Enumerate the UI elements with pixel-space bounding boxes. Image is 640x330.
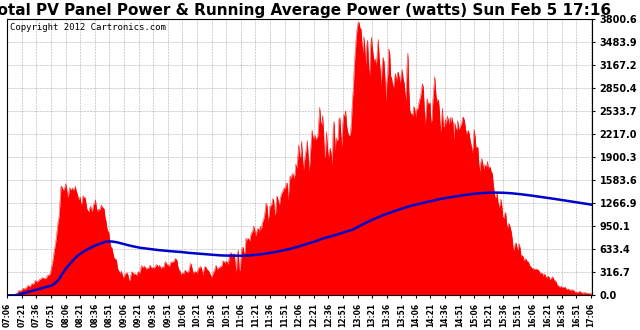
Text: Copyright 2012 Cartronics.com: Copyright 2012 Cartronics.com: [10, 23, 166, 32]
Title: Total PV Panel Power & Running Average Power (watts) Sun Feb 5 17:16: Total PV Panel Power & Running Average P…: [0, 3, 611, 18]
